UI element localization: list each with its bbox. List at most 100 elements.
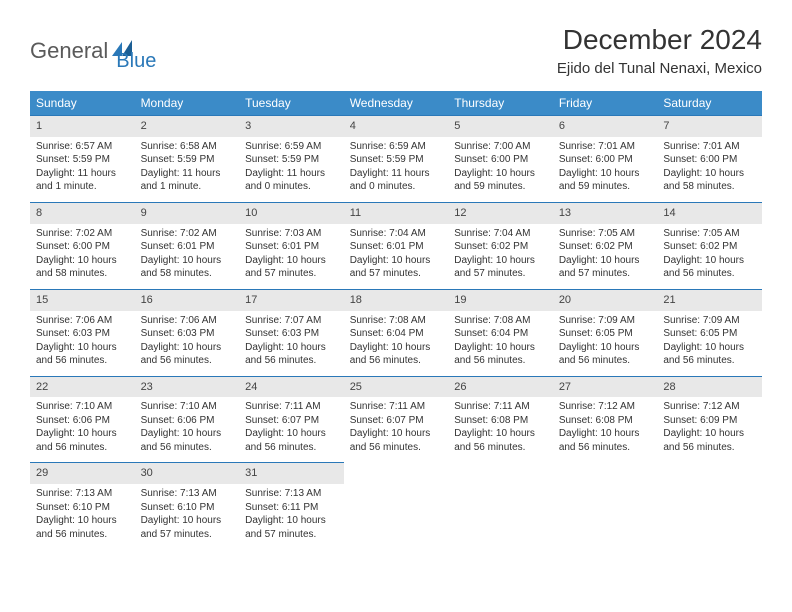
day-ss: Sunset: 5:59 PM	[350, 153, 443, 167]
day-sr: Sunrise: 7:05 AM	[559, 227, 652, 241]
day-d1: Daylight: 10 hours	[245, 514, 338, 528]
calendar-page: General Blue December 2024 Ejido del Tun…	[0, 0, 792, 573]
calendar-day-cell: 14Sunrise: 7:05 AMSunset: 6:02 PMDayligh…	[657, 202, 762, 289]
day-d2: and 0 minutes.	[245, 180, 338, 194]
day-number: 19	[448, 289, 553, 311]
day-ss: Sunset: 6:06 PM	[36, 414, 129, 428]
day-sr: Sunrise: 6:58 AM	[141, 140, 234, 154]
calendar-week-row: 29Sunrise: 7:13 AMSunset: 6:10 PMDayligh…	[30, 462, 762, 549]
day-number: 18	[344, 289, 449, 311]
day-body: Sunrise: 6:59 AMSunset: 5:59 PMDaylight:…	[239, 137, 344, 202]
day-sr: Sunrise: 7:10 AM	[141, 400, 234, 414]
day-ss: Sunset: 6:03 PM	[245, 327, 338, 341]
day-d2: and 57 minutes.	[245, 267, 338, 281]
day-body: Sunrise: 7:12 AMSunset: 6:08 PMDaylight:…	[553, 397, 658, 462]
day-ss: Sunset: 6:08 PM	[559, 414, 652, 428]
day-ss: Sunset: 6:05 PM	[663, 327, 756, 341]
calendar-day-cell: 18Sunrise: 7:08 AMSunset: 6:04 PMDayligh…	[344, 289, 449, 376]
day-sr: Sunrise: 7:05 AM	[663, 227, 756, 241]
weekday-header: Sunday	[30, 91, 135, 115]
day-body: Sunrise: 7:01 AMSunset: 6:00 PMDaylight:…	[657, 137, 762, 202]
logo-word-1: General	[30, 38, 108, 64]
day-ss: Sunset: 6:10 PM	[36, 501, 129, 515]
day-ss: Sunset: 6:04 PM	[350, 327, 443, 341]
title-block: December 2024 Ejido del Tunal Nenaxi, Me…	[557, 24, 762, 77]
day-d1: Daylight: 11 hours	[141, 167, 234, 181]
day-d2: and 56 minutes.	[245, 441, 338, 455]
day-ss: Sunset: 6:11 PM	[245, 501, 338, 515]
day-number: 4	[344, 115, 449, 137]
calendar-day-cell: 21 Sunrise: 7:09 AMSunset: 6:05 PMDayligh…	[657, 289, 762, 376]
day-sr: Sunrise: 7:08 AM	[350, 314, 443, 328]
day-d2: and 58 minutes.	[36, 267, 129, 281]
calendar-day-cell	[553, 462, 658, 549]
day-ss: Sunset: 5:59 PM	[141, 153, 234, 167]
day-d1: Daylight: 10 hours	[245, 254, 338, 268]
day-d1: Daylight: 11 hours	[36, 167, 129, 181]
page-header: General Blue December 2024 Ejido del Tun…	[30, 24, 762, 77]
day-sr: Sunrise: 7:02 AM	[141, 227, 234, 241]
day-d1: Daylight: 10 hours	[663, 167, 756, 181]
calendar-day-cell: 28Sunrise: 7:12 AMSunset: 6:09 PMDayligh…	[657, 376, 762, 463]
day-body: Sunrise: 6:57 AMSunset: 5:59 PMDaylight:…	[30, 137, 135, 202]
day-d2: and 56 minutes.	[245, 354, 338, 368]
day-ss: Sunset: 6:01 PM	[245, 240, 338, 254]
month-title: December 2024	[557, 24, 762, 56]
day-body: Sunrise: 7:11 AMSunset: 6:07 PMDaylight:…	[344, 397, 449, 462]
day-ss: Sunset: 6:00 PM	[559, 153, 652, 167]
day-d1: Daylight: 10 hours	[663, 254, 756, 268]
day-d2: and 57 minutes.	[350, 267, 443, 281]
calendar-day-cell: 31Sunrise: 7:13 AMSunset: 6:11 PMDayligh…	[239, 462, 344, 549]
day-number: 2	[135, 115, 240, 137]
day-ss: Sunset: 6:07 PM	[245, 414, 338, 428]
day-d1: Daylight: 10 hours	[454, 167, 547, 181]
day-d2: and 58 minutes.	[141, 267, 234, 281]
day-body: Sunrise: 7:00 AMSunset: 6:00 PMDaylight:…	[448, 137, 553, 202]
day-number: 11	[344, 202, 449, 224]
day-number: 30	[135, 462, 240, 484]
day-d1: Daylight: 10 hours	[663, 341, 756, 355]
day-body: Sunrise: 7:13 AMSunset: 6:11 PMDaylight:…	[239, 484, 344, 549]
day-d1: Daylight: 10 hours	[454, 341, 547, 355]
day-sr: Sunrise: 7:08 AM	[454, 314, 547, 328]
day-ss: Sunset: 6:09 PM	[663, 414, 756, 428]
day-ss: Sunset: 6:00 PM	[663, 153, 756, 167]
day-d2: and 1 minute.	[141, 180, 234, 194]
day-number: 5	[448, 115, 553, 137]
day-ss: Sunset: 6:04 PM	[454, 327, 547, 341]
day-number: 22	[30, 376, 135, 398]
day-number: 17	[239, 289, 344, 311]
day-number: 28	[657, 376, 762, 398]
day-ss: Sunset: 6:10 PM	[141, 501, 234, 515]
calendar-day-cell: 5Sunrise: 7:00 AMSunset: 6:00 PMDaylight…	[448, 115, 553, 202]
day-ss: Sunset: 5:59 PM	[245, 153, 338, 167]
day-ss: Sunset: 6:03 PM	[36, 327, 129, 341]
day-ss: Sunset: 6:06 PM	[141, 414, 234, 428]
day-sr: Sunrise: 7:09 AM	[559, 314, 652, 328]
day-number: 10	[239, 202, 344, 224]
day-sr: Sunrise: 7:01 AM	[663, 140, 756, 154]
day-body: Sunrise: 7:05 AMSunset: 6:02 PMDaylight:…	[553, 224, 658, 289]
day-number: 21	[657, 289, 762, 311]
day-sr: Sunrise: 7:09 AM	[663, 314, 756, 328]
day-body: Sunrise: 7:02 AMSunset: 6:01 PMDaylight:…	[135, 224, 240, 289]
calendar-day-cell: 26Sunrise: 7:11 AMSunset: 6:08 PMDayligh…	[448, 376, 553, 463]
day-number: 31	[239, 462, 344, 484]
day-d2: and 57 minutes.	[141, 528, 234, 542]
day-d1: Daylight: 10 hours	[141, 427, 234, 441]
day-body: Sunrise: 7:05 AMSunset: 6:02 PMDaylight:…	[657, 224, 762, 289]
day-sr: Sunrise: 7:12 AM	[559, 400, 652, 414]
day-ss: Sunset: 6:01 PM	[141, 240, 234, 254]
calendar-day-cell: 22Sunrise: 7:10 AMSunset: 6:06 PMDayligh…	[30, 376, 135, 463]
day-number: 6	[553, 115, 658, 137]
calendar-day-cell: 7Sunrise: 7:01 AMSunset: 6:00 PMDaylight…	[657, 115, 762, 202]
day-d2: and 56 minutes.	[141, 441, 234, 455]
day-sr: Sunrise: 7:11 AM	[454, 400, 547, 414]
calendar-week-row: 22Sunrise: 7:10 AMSunset: 6:06 PMDayligh…	[30, 376, 762, 463]
day-ss: Sunset: 6:08 PM	[454, 414, 547, 428]
day-body: Sunrise: 7:08 AMSunset: 6:04 PMDaylight:…	[344, 311, 449, 376]
calendar-table: Sunday Monday Tuesday Wednesday Thursday…	[30, 91, 762, 549]
day-d1: Daylight: 10 hours	[350, 341, 443, 355]
day-sr: Sunrise: 7:12 AM	[663, 400, 756, 414]
day-d1: Daylight: 10 hours	[141, 514, 234, 528]
